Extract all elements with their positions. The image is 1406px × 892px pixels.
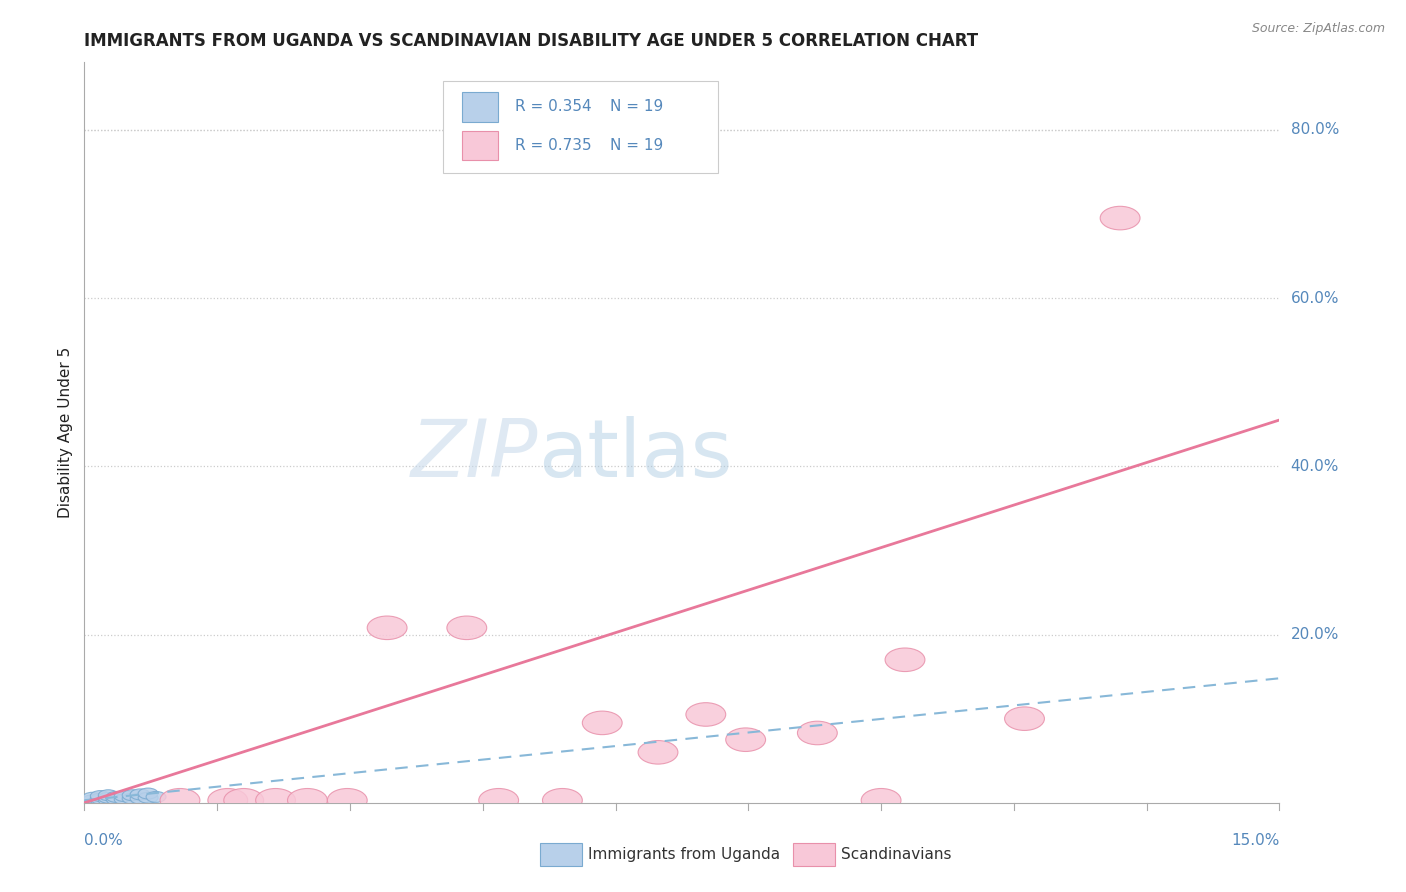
Text: 80.0%: 80.0% (1291, 122, 1339, 137)
FancyBboxPatch shape (463, 92, 498, 121)
Ellipse shape (98, 792, 118, 803)
Ellipse shape (122, 789, 142, 801)
Text: atlas: atlas (538, 416, 733, 494)
Text: 40.0%: 40.0% (1291, 458, 1339, 474)
Y-axis label: Disability Age Under 5: Disability Age Under 5 (58, 347, 73, 518)
Ellipse shape (725, 728, 766, 751)
Text: Scandinavians: Scandinavians (841, 847, 952, 862)
Ellipse shape (638, 740, 678, 764)
Text: 15.0%: 15.0% (1232, 833, 1279, 848)
Text: R = 0.735: R = 0.735 (515, 138, 591, 153)
Text: ZIP: ZIP (411, 416, 538, 494)
Ellipse shape (328, 789, 367, 812)
Ellipse shape (479, 789, 519, 812)
Ellipse shape (107, 791, 127, 803)
Ellipse shape (90, 793, 110, 804)
Ellipse shape (131, 789, 150, 800)
FancyBboxPatch shape (443, 81, 718, 173)
Text: 20.0%: 20.0% (1291, 627, 1339, 642)
Ellipse shape (447, 616, 486, 640)
Text: 60.0%: 60.0% (1291, 291, 1339, 305)
Ellipse shape (886, 648, 925, 672)
Ellipse shape (98, 795, 118, 805)
Ellipse shape (114, 794, 134, 805)
Text: N = 19: N = 19 (610, 99, 664, 114)
Ellipse shape (582, 711, 623, 735)
Ellipse shape (122, 793, 142, 804)
Ellipse shape (131, 793, 150, 804)
Text: R = 0.354: R = 0.354 (515, 99, 591, 114)
Ellipse shape (160, 789, 200, 812)
Ellipse shape (146, 791, 166, 803)
Text: 0.0%: 0.0% (84, 833, 124, 848)
Ellipse shape (114, 790, 134, 802)
Ellipse shape (224, 789, 264, 812)
Ellipse shape (862, 789, 901, 812)
Text: Immigrants from Uganda: Immigrants from Uganda (588, 847, 780, 862)
Ellipse shape (1101, 206, 1140, 230)
Ellipse shape (107, 794, 127, 805)
Ellipse shape (138, 792, 157, 803)
Text: N = 19: N = 19 (610, 138, 664, 153)
Ellipse shape (98, 789, 118, 801)
Ellipse shape (90, 790, 110, 802)
Ellipse shape (208, 789, 247, 812)
Ellipse shape (256, 789, 295, 812)
Ellipse shape (367, 616, 408, 640)
Ellipse shape (1005, 706, 1045, 731)
Ellipse shape (543, 789, 582, 812)
Ellipse shape (138, 788, 157, 799)
Ellipse shape (686, 703, 725, 726)
Ellipse shape (288, 789, 328, 812)
FancyBboxPatch shape (463, 130, 498, 161)
Ellipse shape (90, 795, 110, 805)
Text: Source: ZipAtlas.com: Source: ZipAtlas.com (1251, 22, 1385, 36)
Ellipse shape (83, 792, 103, 803)
Ellipse shape (797, 722, 838, 745)
Text: IMMIGRANTS FROM UGANDA VS SCANDINAVIAN DISABILITY AGE UNDER 5 CORRELATION CHART: IMMIGRANTS FROM UGANDA VS SCANDINAVIAN D… (84, 32, 979, 50)
Ellipse shape (83, 795, 103, 805)
